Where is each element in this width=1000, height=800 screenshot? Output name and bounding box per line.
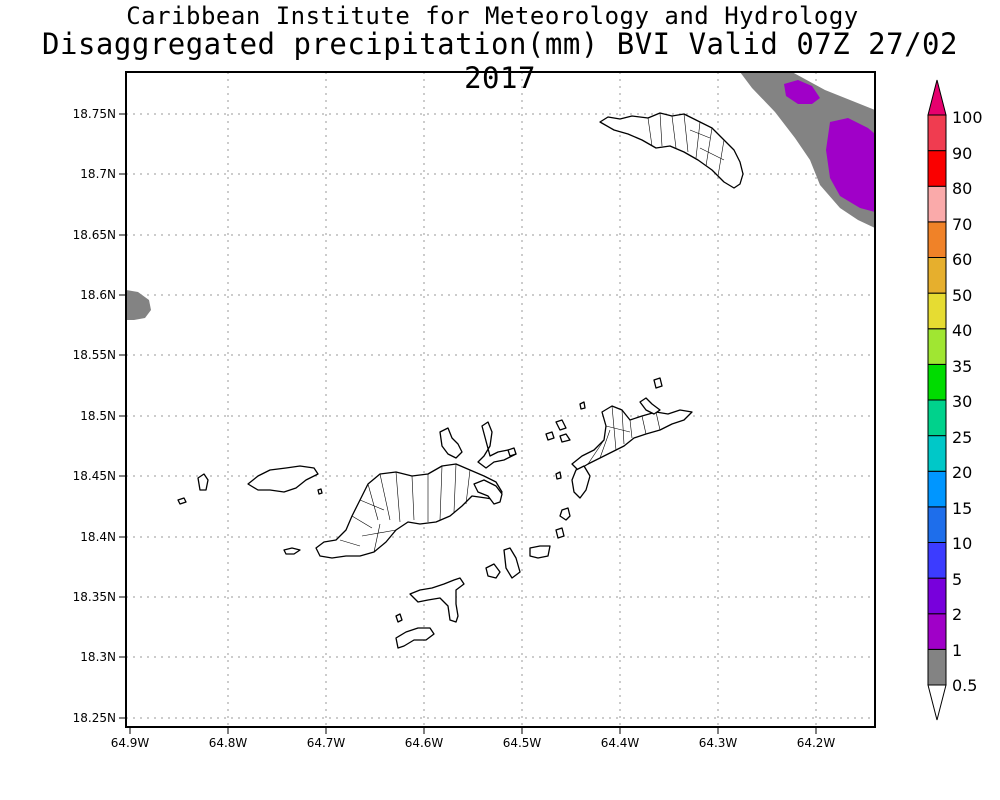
colorbar-segment: [927, 435, 947, 472]
colorbar-label: 90: [952, 144, 972, 163]
colorbar-label: 5: [952, 570, 962, 589]
colorbar-segment: [927, 257, 947, 294]
lat-label: 18.5N: [80, 409, 116, 423]
island-great-camanoe: [477, 421, 517, 469]
colorbar: 0.5 1 2 5 10 15 20 25 30 35 40 50 60 70 …: [927, 79, 983, 721]
island-virgin-gorda-south: [571, 465, 591, 499]
colorbar-label: 30: [952, 392, 972, 411]
lon-label: 64.2W: [797, 736, 836, 750]
island-jost-van-dyke: [247, 465, 319, 493]
colorbar-boxes: [927, 79, 947, 721]
colorbar-segment: [927, 114, 947, 152]
island-necker: [653, 377, 663, 389]
island-guana: [439, 427, 463, 459]
lon-label: 64.3W: [699, 736, 738, 750]
colorbar-segment: [927, 363, 947, 401]
colorbar-label: 15: [952, 499, 972, 518]
colorbar-segment: [927, 648, 947, 686]
colorbar-segment: [927, 506, 947, 543]
grid-lines: [126, 72, 875, 727]
colorbar-segment: [927, 328, 947, 365]
island-anegada: [599, 112, 744, 189]
colorbar-segment: [927, 542, 947, 579]
lon-label: 64.6W: [405, 736, 444, 750]
island-dogs: [545, 419, 571, 443]
island-scrub: [473, 479, 503, 505]
land-outlines: [177, 112, 744, 649]
colorbar-segment: [927, 150, 947, 187]
lat-label: 18.3N: [80, 650, 116, 664]
colorbar-segment: [927, 79, 947, 116]
colorbar-label: 50: [952, 286, 972, 305]
lat-label: 18.25N: [73, 711, 116, 725]
island-cooper: [485, 547, 521, 579]
precip-area-purple-east: [826, 118, 875, 212]
tortola-internal-lines: [339, 463, 471, 553]
colorbar-segment: [927, 292, 947, 330]
lat-label: 18.45N: [73, 469, 116, 483]
virgin-gorda-internal-lines: [587, 405, 661, 465]
lon-label: 64.8W: [209, 736, 248, 750]
colorbar-segment: [927, 684, 947, 721]
colorbar-label: 100: [952, 108, 983, 127]
colorbar-labels: 0.5 1 2 5 10 15 20 25 30 35 40 50 60 70 …: [952, 108, 983, 695]
island-little-jost: [197, 473, 209, 491]
institute-title: Caribbean Institute for Meteorology and …: [126, 2, 859, 30]
island-pelican: [395, 613, 403, 623]
colorbar-label: 40: [952, 321, 972, 340]
lat-label: 18.6N: [80, 288, 116, 302]
lon-label: 64.7W: [307, 736, 346, 750]
anegada-internal-lines: [647, 112, 725, 177]
colorbar-label: 80: [952, 179, 972, 198]
island-fallen-jerusalem: [555, 507, 571, 539]
colorbar-label: 70: [952, 215, 972, 234]
colorbar-label: 35: [952, 357, 972, 376]
island-mosquito: [639, 397, 661, 415]
island-norman: [395, 627, 435, 649]
island-ginger: [529, 545, 551, 559]
lat-labels: 18.75N 18.7N 18.65N 18.6N 18.55N 18.5N 1…: [73, 107, 116, 725]
island-small-rocks: [317, 401, 586, 495]
axis-ticks: [119, 113, 817, 734]
lat-label: 18.7N: [80, 167, 116, 181]
colorbar-label: 20: [952, 463, 972, 482]
lon-labels: 64.9W 64.8W 64.7W 64.6W 64.5W 64.4W 64.3…: [111, 736, 836, 750]
lat-label: 18.65N: [73, 228, 116, 242]
product-title: Disaggregated precipitation(mm) BVI Vali…: [42, 27, 958, 95]
lon-label: 64.5W: [503, 736, 542, 750]
colorbar-segment: [927, 399, 947, 437]
colorbar-segment: [927, 185, 947, 223]
precip-area-gray-west: [126, 290, 151, 320]
colorbar-segment: [927, 613, 947, 650]
lat-label: 18.75N: [73, 107, 116, 121]
lon-label: 64.4W: [601, 736, 640, 750]
colorbar-segment: [927, 221, 947, 258]
colorbar-label: 0.5: [952, 676, 977, 695]
island-sandy-cay: [177, 497, 187, 505]
island-peter: [409, 577, 465, 623]
island-tortola: [315, 463, 503, 559]
colorbar-label: 10: [952, 534, 972, 553]
island-frenchmans: [283, 547, 301, 555]
map-frame: [125, 71, 876, 728]
precipitation-field: [126, 72, 875, 320]
colorbar-label: 2: [952, 605, 962, 624]
lat-label: 18.55N: [73, 348, 116, 362]
lat-label: 18.35N: [73, 590, 116, 604]
colorbar-segment: [927, 577, 947, 615]
lat-label: 18.4N: [80, 530, 116, 544]
precip-area-purple-small: [784, 80, 820, 104]
colorbar-label: 60: [952, 250, 972, 269]
colorbar-label: 25: [952, 428, 972, 447]
lon-label: 64.9W: [111, 736, 150, 750]
colorbar-segment: [927, 470, 947, 508]
colorbar-label: 1: [952, 641, 962, 660]
